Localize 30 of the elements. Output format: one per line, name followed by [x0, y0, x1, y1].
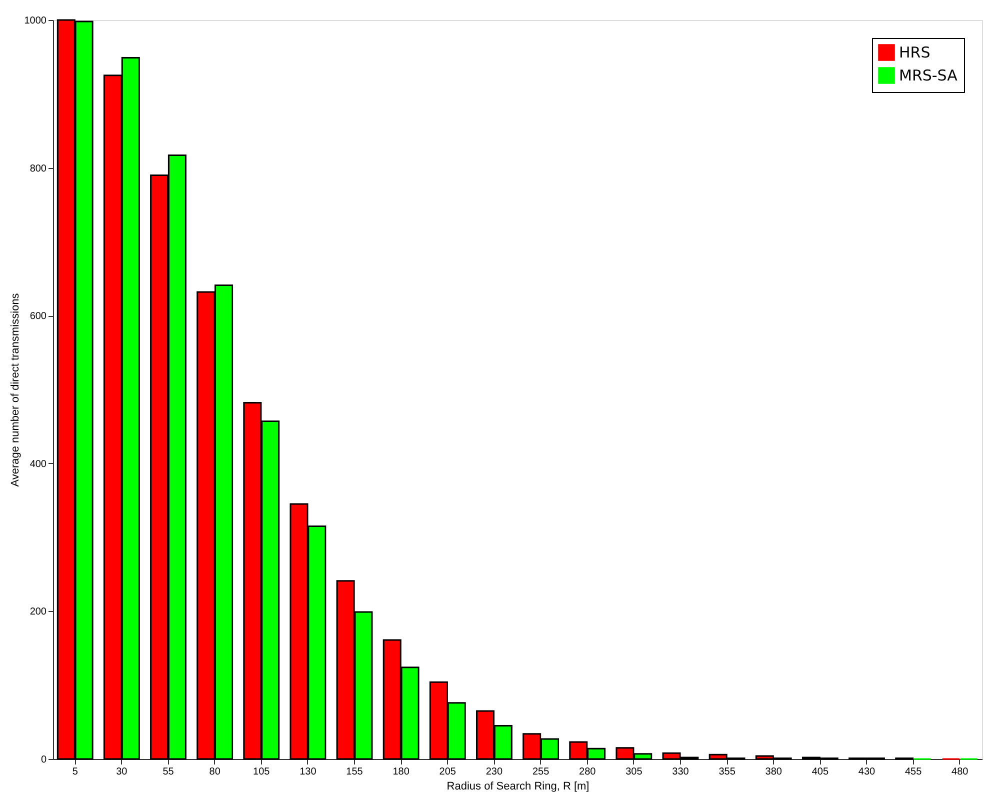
x-tick-label: 330 [672, 766, 690, 778]
x-tick-label: 255 [532, 766, 550, 778]
x-tick-label: 80 [209, 766, 221, 778]
x-tick-label: 455 [904, 766, 922, 778]
x-tick-label: 130 [300, 766, 317, 778]
x-tick-label: 430 [858, 766, 876, 778]
y-tick-label: 600 [30, 311, 47, 322]
x-tick-label: 155 [346, 766, 364, 778]
x-tick-label: 355 [718, 766, 736, 778]
x-tick-label: 405 [812, 766, 829, 778]
x-tick-label: 5 [72, 766, 78, 778]
x-tick-label: 105 [253, 766, 270, 778]
x-tick-label: 380 [765, 766, 782, 778]
y-tick-label: 0 [40, 754, 47, 766]
x-tick-label: 180 [392, 766, 410, 778]
x-tick-label: 480 [952, 766, 969, 778]
legend-label: HRS [899, 44, 930, 62]
x-tick-label: 280 [579, 766, 596, 778]
x-tick-label: 205 [439, 766, 456, 778]
y-tick-label: 200 [30, 606, 47, 618]
y-tick-label: 800 [30, 163, 47, 174]
legend-label: MRS-SA [899, 66, 958, 84]
y-tick-label: 1000 [24, 16, 47, 26]
x-tick-label: 305 [626, 766, 643, 778]
x-tick-label: 230 [486, 766, 503, 778]
x-tick-label: 30 [116, 766, 128, 778]
y-axis-title: Average number of direct transmissions [9, 292, 22, 487]
x-tick-label: 55 [162, 766, 174, 778]
x-axis-title: Radius of Search Ring, R [m] [446, 780, 590, 792]
y-tick-label: 400 [30, 458, 47, 470]
